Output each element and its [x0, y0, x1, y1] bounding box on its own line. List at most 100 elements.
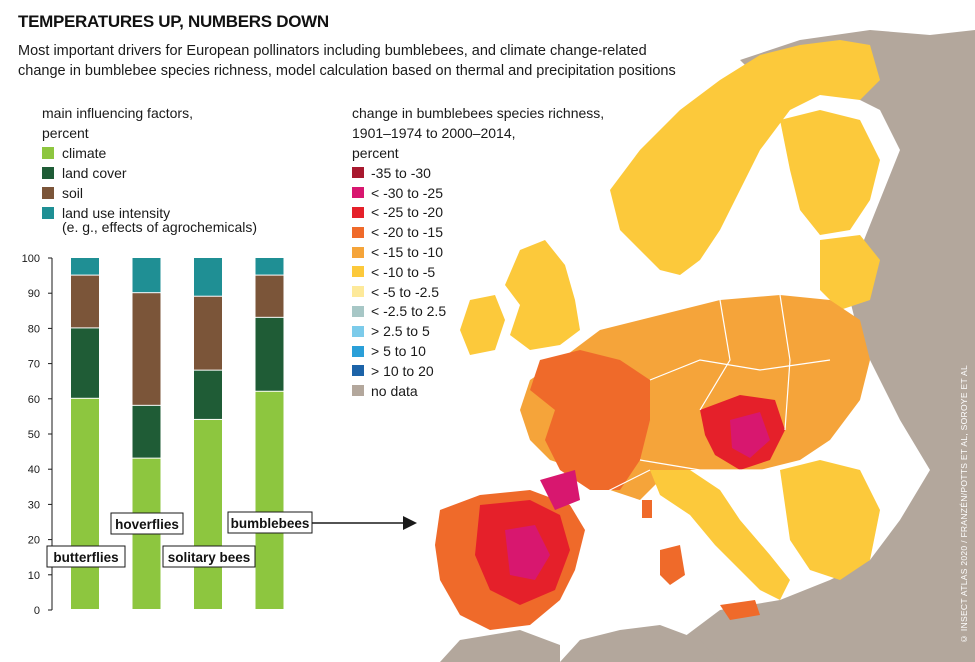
y-tick-label: 60: [28, 394, 40, 406]
map-iberia-core: [505, 525, 550, 580]
arrow: [312, 516, 417, 530]
richness-legend-label: -35 to -30: [371, 164, 431, 181]
y-tick-label: 90: [28, 288, 40, 300]
map-british-isles: [460, 240, 580, 355]
category-label-text: solitary bees: [168, 550, 251, 565]
bar-segment-land-cover: [255, 317, 284, 391]
richness-legend-swatch: [352, 325, 364, 337]
category-label-box: [46, 545, 126, 568]
richness-legend-item: < -15 to -10: [352, 242, 604, 262]
richness-legend-item: no data: [352, 381, 604, 401]
bar-segment-soil: [71, 275, 99, 328]
factor-legend: main influencing factors, percent climat…: [42, 103, 193, 223]
bars: [71, 258, 284, 609]
legend-swatch-land-use-intensity: [42, 207, 54, 219]
category-label-hoverflies: hoverflies: [110, 512, 184, 535]
richness-legend-swatch: [352, 206, 364, 218]
richness-legend-item: < -20 to -15: [352, 222, 604, 242]
bar-segment-soil: [194, 296, 222, 370]
richness-legend-swatch: [352, 167, 364, 179]
y-tick-label: 10: [28, 570, 40, 582]
richness-legend-item: < -5 to -2.5: [352, 282, 604, 302]
legend-item-land-cover: land cover: [42, 163, 193, 183]
richness-legend-label: no data: [371, 382, 418, 399]
map-pyrenees: [540, 470, 580, 510]
category-labels: butterflies hoverflies solitary bees bumble…: [46, 511, 313, 568]
map-alps-core: [730, 412, 770, 458]
richness-legend-swatch: [352, 385, 364, 397]
richness-legend-item: < -10 to -5: [352, 262, 604, 282]
map-land-no-data: [440, 30, 975, 662]
richness-legend-swatch: [352, 266, 364, 278]
richness-legend-swatch: [352, 246, 364, 258]
category-label-solitary-bees: solitary bees: [162, 545, 256, 568]
richness-legend: change in bumblebees species richness, 1…: [352, 103, 604, 401]
richness-legend-swatch: [352, 226, 364, 238]
legend-label-land-cover: land cover: [62, 165, 127, 181]
richness-legend-swatch: [352, 365, 364, 377]
richness-legend-label: < -2.5 to 2.5: [371, 303, 447, 320]
category-label-bumblebees: bumblebees: [227, 511, 313, 534]
bar-segment-climate: [194, 419, 222, 609]
legend-swatch-soil: [42, 187, 54, 199]
legend-item-land-use-intensity: land use intensity: [42, 203, 193, 223]
richness-legend-item: -35 to -30: [352, 163, 604, 183]
richness-legend-title-3: percent: [352, 145, 399, 161]
y-tick-label: 50: [28, 429, 40, 441]
legend-item-soil: soil: [42, 183, 193, 203]
bar-segment-land-cover: [194, 370, 222, 419]
category-label-text: butterflies: [53, 550, 118, 565]
category-label-butterflies: butterflies: [46, 545, 126, 568]
map-scandinavia: [610, 40, 880, 310]
richness-legend-item: < -2.5 to 2.5: [352, 302, 604, 322]
bar-segment-land-cover: [71, 328, 99, 398]
richness-legend-item: < -30 to -25: [352, 183, 604, 203]
legend-label-land-use-intensity: land use intensity: [62, 205, 171, 221]
richness-legend-title-2: 1901–1974 to 2000–2014,: [352, 125, 516, 141]
y-tick-label: 40: [28, 464, 40, 476]
chart-subtitle: Most important drivers for European poll…: [18, 43, 676, 79]
y-tick-label: 70: [28, 359, 40, 371]
y-tick-label: 20: [28, 535, 40, 547]
richness-legend-swatch: [352, 187, 364, 199]
richness-legend-label: > 2.5 to 5: [371, 323, 430, 340]
factor-legend-title-2: percent: [42, 125, 89, 141]
richness-legend-item: > 10 to 20: [352, 361, 604, 381]
category-label-text: bumblebees: [231, 516, 310, 531]
richness-legend-label: < -30 to -25: [371, 184, 443, 201]
richness-legend-label: < -5 to -2.5: [371, 283, 440, 300]
bar-segment-soil: [132, 293, 161, 405]
richness-legend-title-1: change in bumblebees species richness,: [352, 105, 605, 121]
richness-legend-label: > 5 to 10: [371, 343, 426, 360]
richness-legend-items: -35 to -30 < -30 to -25 < -25 to -20 < -20 …: [352, 163, 604, 401]
richness-legend-label: < -20 to -15: [371, 224, 443, 241]
map-france: [530, 350, 650, 490]
richness-legend-item: > 2.5 to 5: [352, 321, 604, 341]
credit: © INSECT ATLAS 2020 / FRANZÉN/POTTS ET A…: [959, 364, 969, 644]
legend-swatch-land-cover: [42, 167, 54, 179]
richness-legend-swatch: [352, 286, 364, 298]
bar-segment-land-cover: [132, 405, 161, 458]
category-label-box: [110, 512, 184, 535]
arrow-head: [403, 516, 417, 530]
bar-segment-land-use-intensity: [71, 258, 99, 275]
y-tick-label: 30: [28, 499, 40, 511]
y-tick-label: 80: [28, 323, 40, 335]
y-tick-label: 100: [22, 253, 40, 265]
bar-segment-climate: [255, 391, 284, 609]
legend-label-soil: soil: [62, 185, 84, 201]
legend-swatch-climate: [42, 147, 54, 159]
richness-legend-label: < -15 to -10: [371, 244, 443, 261]
map-borders: [569, 294, 831, 506]
legend-label-climate: climate: [62, 145, 107, 161]
category-label-box: [162, 545, 256, 568]
bar-segment-land-use-intensity: [255, 258, 284, 275]
richness-legend-label: < -25 to -20: [371, 204, 443, 221]
richness-legend-swatch: [352, 305, 364, 317]
bar-segment-land-use-intensity: [132, 258, 161, 293]
richness-legend-swatch: [352, 345, 364, 357]
richness-legend-item: > 5 to 10: [352, 341, 604, 361]
map-islands: [642, 500, 760, 620]
map-balkans: [780, 460, 880, 580]
